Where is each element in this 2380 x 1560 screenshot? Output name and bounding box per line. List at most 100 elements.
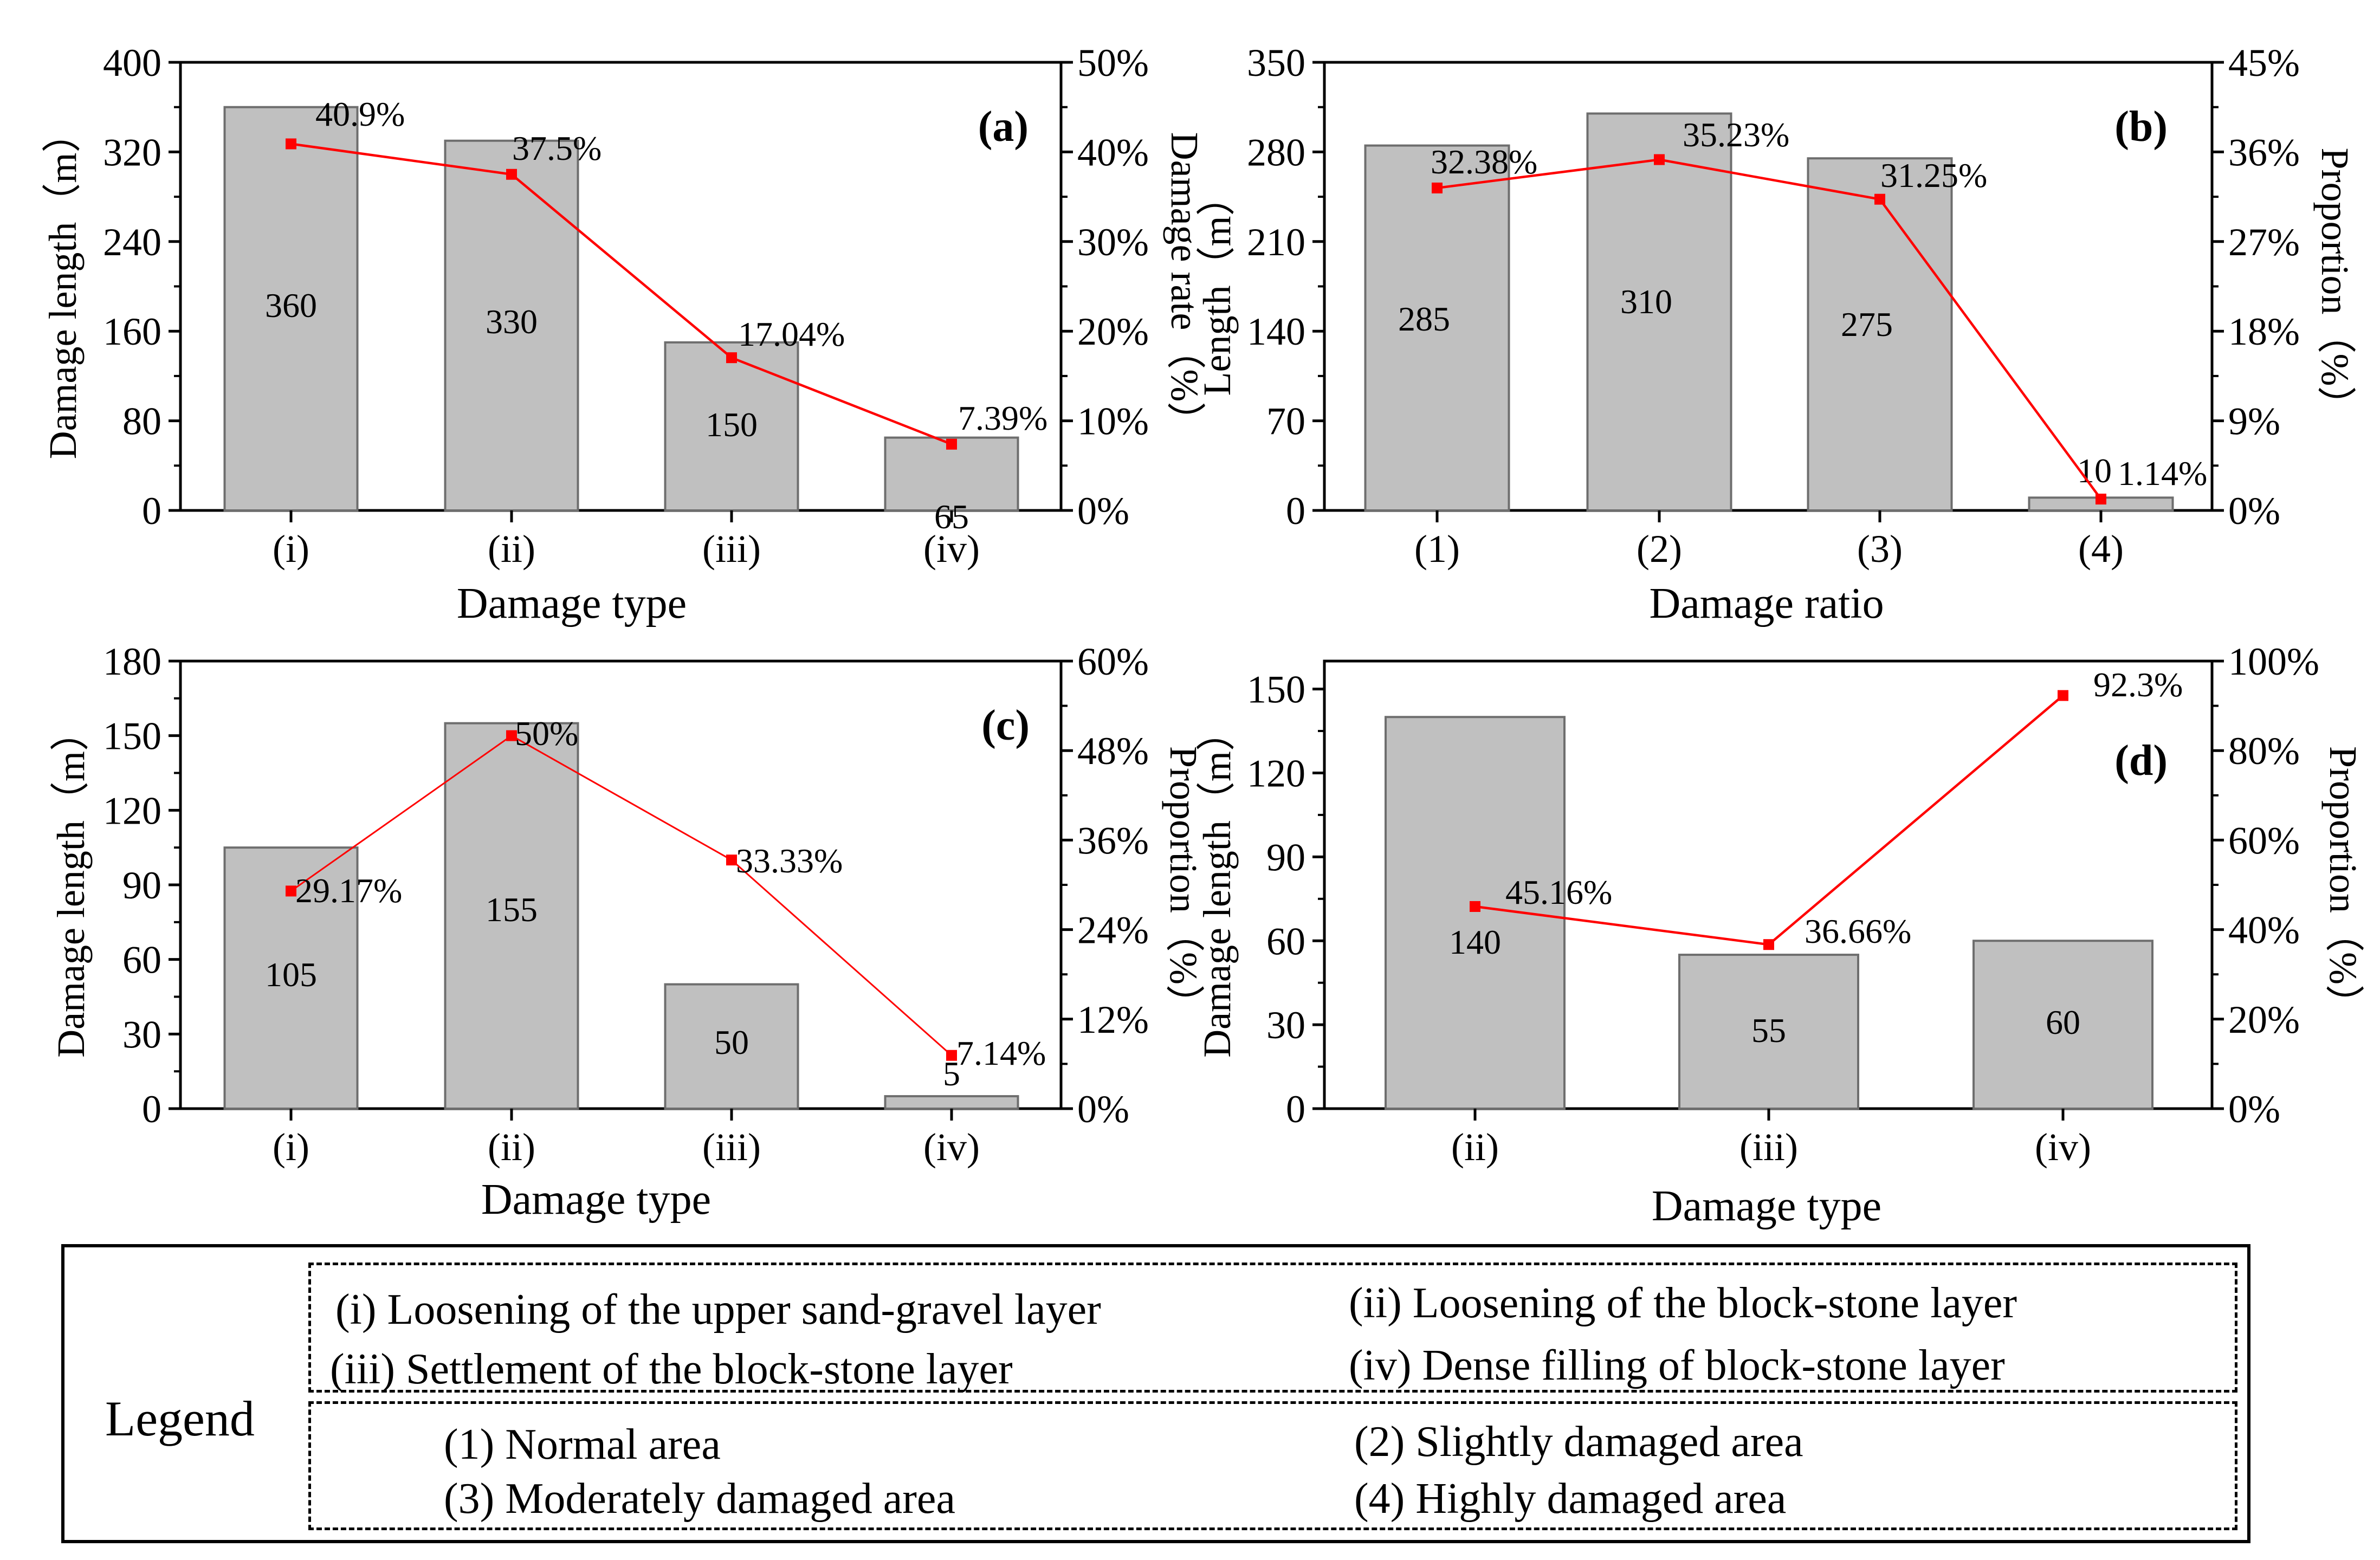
x-tick-label: (i) — [273, 1125, 309, 1169]
bar — [1364, 144, 1510, 512]
line-value-label: 32.38% — [1431, 143, 1537, 181]
y2-tick-label: 12% — [1077, 998, 1149, 1041]
line-point — [946, 1050, 957, 1061]
y2-tick-label: 0% — [2228, 489, 2280, 533]
x-tick-label: (iii) — [702, 527, 761, 571]
bar-value-label: 65 — [934, 497, 969, 536]
chart-panel-1: 0 80 160 240 320 400 0% 10% 20% 30% 40% 50% (i) (ii) (… — [41, 41, 1206, 627]
bar-value-label: 310 — [1620, 282, 1672, 321]
bar — [1807, 157, 1953, 512]
bar-value-label: 285 — [1398, 300, 1450, 338]
bar — [444, 139, 579, 512]
x-tick-label: (iii) — [1739, 1125, 1798, 1169]
y2-tick-label: 10% — [1077, 400, 1149, 443]
bar — [884, 436, 1019, 512]
y-tick-label: 0 — [1286, 1088, 1305, 1131]
x-tick-label: (iii) — [702, 1125, 761, 1169]
line-value-label: 17.04% — [738, 315, 845, 353]
y-tick-label: 60 — [1266, 920, 1305, 963]
bar — [444, 722, 579, 1110]
y-tick-label: 120 — [1247, 752, 1305, 795]
line-point — [286, 138, 296, 150]
y2-tick-label: 40% — [2228, 909, 2300, 952]
legend-box: Legend (i) Loosening of the upper sand-g… — [61, 1244, 2250, 1543]
line-point — [1763, 939, 1774, 950]
y-tick-label: 320 — [103, 131, 161, 174]
x-tick-label: (ii) — [488, 1125, 535, 1169]
y2-tick-label: 9% — [2228, 400, 2280, 443]
y2-tick-label: 20% — [2228, 998, 2300, 1041]
bar-value-label: 105 — [265, 955, 317, 994]
legend-item-type-i: (i) Loosening of the upper sand-gravel l… — [335, 1286, 1101, 1334]
bar-value-label: 50 — [714, 1023, 749, 1061]
line-series — [290, 143, 952, 445]
y-tick-label: 150 — [103, 715, 161, 758]
line-series — [290, 734, 952, 1056]
line-point — [726, 352, 737, 364]
y2-tick-label: 60% — [2228, 819, 2300, 862]
line-point — [286, 885, 296, 897]
line-value-label: 31.25% — [1880, 156, 1987, 195]
y2-tick-label: 24% — [1077, 909, 1149, 952]
bar — [884, 1095, 1019, 1110]
y2-axis-title: Proportion（%） — [2313, 148, 2357, 425]
y-axis-title: Length（m） — [1195, 177, 1239, 396]
chart-panel-4: 0 30 60 90 120 150 0% 20% 40% 60% 80% 100% (ii) (iii)… — [1195, 640, 2365, 1230]
y-tick-label: 400 — [103, 41, 161, 85]
bar-value-label: 275 — [1841, 305, 1893, 344]
bar — [664, 983, 799, 1110]
y-tick-label: 80 — [122, 400, 161, 443]
legend-damage-types: (i) Loosening of the upper sand-gravel l… — [308, 1263, 2237, 1393]
y2-tick-label: 30% — [1077, 221, 1149, 264]
y2-tick-label: 20% — [1077, 310, 1149, 353]
y2-tick-label: 18% — [2228, 310, 2300, 353]
x-tick-label: (ii) — [1451, 1125, 1499, 1169]
line-point — [506, 169, 517, 180]
y-tick-label: 30 — [122, 1013, 161, 1056]
y-tick-label: 280 — [1247, 131, 1305, 174]
y2-tick-label: 45% — [2228, 41, 2300, 85]
x-tick-label: (2) — [1637, 527, 1682, 571]
bar-value-label: 5 — [943, 1054, 960, 1093]
line-value-label: 1.14% — [2118, 454, 2207, 493]
line-value-label: 40.9% — [315, 95, 405, 133]
y2-tick-label: 60% — [1077, 640, 1149, 683]
y-axis-title: Damage length（m） — [41, 114, 85, 459]
panel-label: (c) — [981, 702, 1030, 749]
y2-tick-label: 40% — [1077, 131, 1149, 174]
y-tick-label: 140 — [1247, 310, 1305, 353]
bar-value-label: 10 — [2077, 451, 2112, 490]
y-axis-title: Damage length（m） — [49, 712, 93, 1058]
y-tick-label: 150 — [1247, 668, 1305, 711]
line-point — [1654, 154, 1665, 165]
x-axis-title: Damage type — [457, 580, 687, 627]
x-tick-label: (iv) — [923, 1125, 980, 1169]
y-axis-title: Damage length（m） — [1195, 712, 1239, 1058]
bar — [1586, 112, 1732, 512]
bar-value-label: 155 — [486, 890, 538, 929]
legend-item-area-1: (1) Normal area — [444, 1421, 721, 1468]
x-tick-label: (3) — [1857, 527, 1903, 571]
y-tick-label: 120 — [103, 789, 161, 832]
line-value-label: 7.14% — [956, 1034, 1046, 1072]
bar — [1972, 940, 2153, 1110]
line-point — [1874, 193, 1885, 205]
line-point — [946, 438, 957, 450]
y2-tick-label: 50% — [1077, 41, 1149, 85]
y2-tick-label: 80% — [2228, 729, 2300, 773]
x-tick-label: (i) — [273, 527, 309, 571]
bar-value-label: 55 — [1751, 1011, 1786, 1050]
bar — [664, 341, 799, 512]
y-tick-label: 350 — [1247, 41, 1305, 85]
panel-label: (d) — [2114, 737, 2168, 785]
x-tick-label: (iv) — [923, 527, 980, 571]
y-tick-label: 90 — [122, 864, 161, 907]
legend-title: Legend — [105, 1391, 255, 1446]
y-tick-label: 30 — [1266, 1004, 1305, 1047]
y-tick-label: 160 — [103, 310, 161, 353]
line-value-label: 50% — [515, 714, 578, 753]
legend-item-area-3: (3) Moderately damaged area — [444, 1475, 955, 1523]
y-tick-label: 180 — [103, 640, 161, 683]
line-value-label: 7.39% — [958, 399, 1047, 437]
